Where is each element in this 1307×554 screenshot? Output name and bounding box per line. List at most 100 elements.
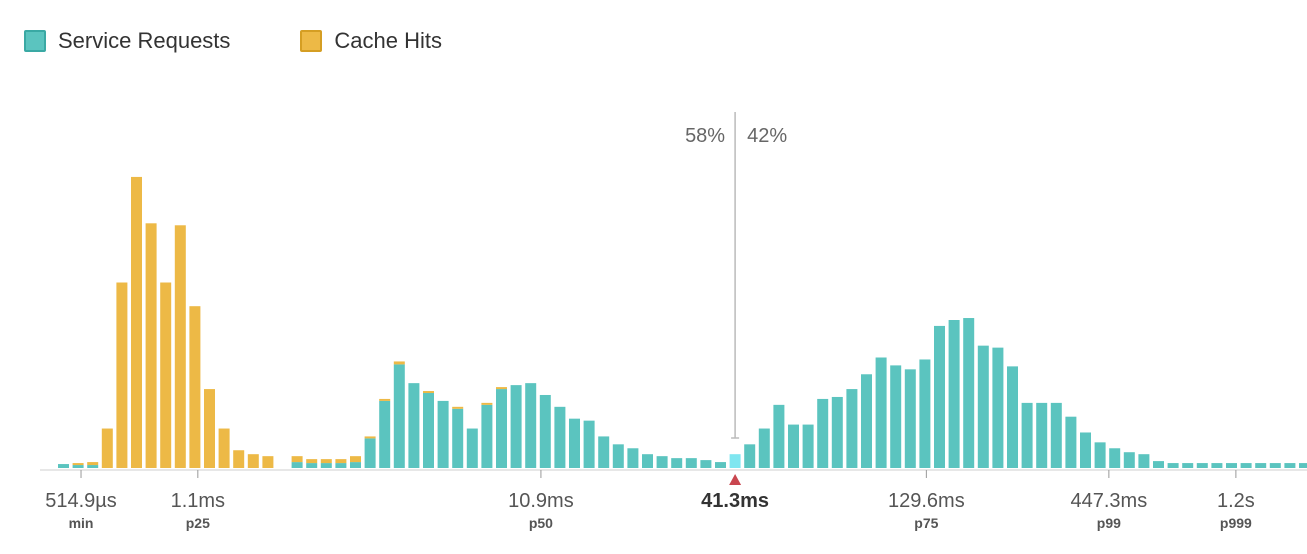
bar-service-requests-82[interactable] xyxy=(1255,463,1267,468)
bar-service-requests-44[interactable] xyxy=(700,460,712,468)
bar-service-requests-77[interactable] xyxy=(1182,463,1194,468)
bar-service-requests-72[interactable] xyxy=(1109,448,1121,468)
bar-cache-hits-25[interactable] xyxy=(423,391,434,394)
bar-service-requests-27[interactable] xyxy=(452,408,464,468)
bar-service-requests-21[interactable] xyxy=(364,438,376,468)
bar-service-requests-28[interactable] xyxy=(466,428,478,468)
legend-item-service-requests[interactable]: Service Requests xyxy=(24,28,230,54)
bar-service-requests-25[interactable] xyxy=(423,393,434,468)
bar-cache-hits-16[interactable] xyxy=(291,456,303,463)
bar-service-requests-0[interactable] xyxy=(58,464,69,468)
bar-cache-hits-19[interactable] xyxy=(335,459,347,464)
bar-cache-hits-21[interactable] xyxy=(364,436,376,439)
bar-service-requests-66[interactable] xyxy=(1021,402,1033,468)
bar-service-requests-85[interactable] xyxy=(1299,463,1307,468)
bar-service-requests-51[interactable] xyxy=(802,424,814,468)
bar-cache-hits-13[interactable] xyxy=(247,454,259,468)
bar-service-requests-60[interactable] xyxy=(934,325,945,468)
bar-cache-hits-23[interactable] xyxy=(393,361,405,365)
bar-cache-hits-9[interactable] xyxy=(189,306,201,468)
bar-service-requests-41[interactable] xyxy=(656,456,668,468)
bar-service-requests-76[interactable] xyxy=(1167,463,1179,468)
bar-service-requests-35[interactable] xyxy=(569,418,580,468)
bar-service-requests-58[interactable] xyxy=(904,369,916,468)
bar-cache-hits-4[interactable] xyxy=(116,282,128,468)
bar-service-requests-73[interactable] xyxy=(1123,452,1135,468)
bar-service-requests-30[interactable] xyxy=(496,389,507,468)
bar-service-requests-19[interactable] xyxy=(335,463,347,468)
bar-cache-hits-29[interactable] xyxy=(481,402,493,405)
bar-service-requests-26[interactable] xyxy=(437,400,449,468)
bar-cache-hits-11[interactable] xyxy=(218,428,230,468)
bar-service-requests-64[interactable] xyxy=(992,347,1004,468)
bar-service-requests-54[interactable] xyxy=(846,389,858,468)
bar-service-requests-48[interactable] xyxy=(758,428,770,468)
bar-service-requests-50[interactable] xyxy=(788,424,799,468)
bar-service-requests-17[interactable] xyxy=(306,463,318,468)
bar-service-requests-23[interactable] xyxy=(393,364,405,468)
bar-cache-hits-8[interactable] xyxy=(174,225,186,468)
bar-service-requests-31[interactable] xyxy=(510,385,522,468)
bar-cache-hits-5[interactable] xyxy=(131,176,142,468)
bar-service-requests-75[interactable] xyxy=(1153,461,1164,468)
bar-service-requests-39[interactable] xyxy=(627,448,639,468)
bar-cache-hits-6[interactable] xyxy=(145,223,157,468)
bar-service-requests-67[interactable] xyxy=(1036,402,1048,468)
bar-service-requests-18[interactable] xyxy=(320,463,332,468)
bar-service-requests-42[interactable] xyxy=(671,458,683,468)
selected-bin-marker[interactable] xyxy=(729,474,742,485)
bar-service-requests-56[interactable] xyxy=(875,357,887,468)
bar-service-requests-43[interactable] xyxy=(685,458,697,468)
bar-cache-hits-17[interactable] xyxy=(306,459,318,464)
bar-service-requests-63[interactable] xyxy=(977,345,989,468)
bar-service-requests-2[interactable] xyxy=(87,465,99,468)
bar-service-requests-81[interactable] xyxy=(1240,463,1252,468)
bar-service-requests-59[interactable] xyxy=(919,359,931,468)
bar-cache-hits-10[interactable] xyxy=(204,389,215,468)
bar-service-requests-37[interactable] xyxy=(598,436,610,468)
bar-service-requests-79[interactable] xyxy=(1211,463,1223,468)
bar-service-requests-24[interactable] xyxy=(408,383,420,468)
bar-service-requests-40[interactable] xyxy=(642,454,653,468)
bar-service-requests-62[interactable] xyxy=(963,318,975,468)
bar-service-requests-32[interactable] xyxy=(525,383,537,468)
bar-service-requests-47[interactable] xyxy=(744,444,756,468)
legend-item-cache-hits[interactable]: Cache Hits xyxy=(300,28,442,54)
bar-service-requests-71[interactable] xyxy=(1094,442,1106,468)
bar-service-requests-36[interactable] xyxy=(583,420,595,468)
bar-cache-hits-1[interactable] xyxy=(72,463,84,466)
bar-cache-hits-27[interactable] xyxy=(452,406,464,409)
bar-service-requests-70[interactable] xyxy=(1080,432,1091,468)
bar-cache-hits-12[interactable] xyxy=(233,450,245,468)
bar-cache-hits-7[interactable] xyxy=(160,282,172,468)
bar-service-requests-53[interactable] xyxy=(831,396,843,468)
bar-service-requests-34[interactable] xyxy=(554,406,566,468)
bar-service-requests-20[interactable] xyxy=(350,462,361,468)
bar-service-requests-45[interactable] xyxy=(715,462,726,468)
bar-cache-hits-14[interactable] xyxy=(262,456,274,468)
bar-service-requests-61[interactable] xyxy=(948,320,960,468)
bar-service-requests-65[interactable] xyxy=(1007,366,1018,468)
bar-service-requests-69[interactable] xyxy=(1065,416,1077,468)
bar-service-requests-78[interactable] xyxy=(1196,463,1208,468)
bar-service-requests-55[interactable] xyxy=(861,374,872,468)
bar-service-requests-1[interactable] xyxy=(72,465,84,468)
bar-service-requests-33[interactable] xyxy=(539,394,551,468)
bar-service-requests-68[interactable] xyxy=(1050,402,1062,468)
bar-cache-hits-2[interactable] xyxy=(87,462,99,466)
bar-cache-hits-22[interactable] xyxy=(379,398,391,401)
bar-service-requests-84[interactable] xyxy=(1284,463,1296,468)
bar-cache-hits-3[interactable] xyxy=(101,428,113,468)
bar-cache-hits-18[interactable] xyxy=(320,459,332,464)
bar-service-requests-52[interactable] xyxy=(817,398,829,468)
bar-service-requests-38[interactable] xyxy=(612,444,624,468)
bar-service-requests-80[interactable] xyxy=(1226,463,1237,468)
bar-service-requests-16[interactable] xyxy=(291,462,303,468)
bar-service-requests-57[interactable] xyxy=(890,365,902,468)
bar-service-requests-29[interactable] xyxy=(481,404,493,468)
bar-service-requests-46[interactable] xyxy=(729,454,741,468)
bar-service-requests-74[interactable] xyxy=(1138,454,1150,468)
bar-cache-hits-30[interactable] xyxy=(496,387,507,390)
bar-service-requests-83[interactable] xyxy=(1269,463,1281,468)
bar-service-requests-49[interactable] xyxy=(773,404,785,468)
